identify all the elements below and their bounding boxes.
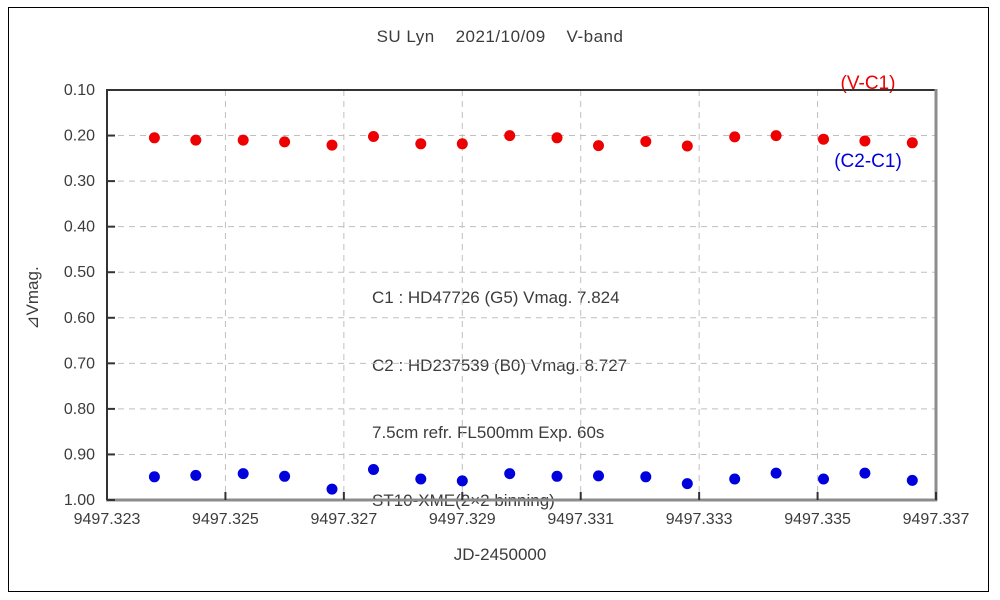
point-v-c1 bbox=[190, 134, 202, 146]
y-tick-label: 1.00 bbox=[64, 492, 95, 509]
point-c2-c1 bbox=[237, 468, 249, 480]
point-v-c1 bbox=[456, 138, 468, 150]
point-v-c1 bbox=[593, 140, 604, 152]
x-tick-label: 9497.335 bbox=[784, 511, 851, 528]
annotation-line: 7.5cm refr. FL500mm Exp. 60s bbox=[372, 423, 605, 442]
legend-item-v-c1: (V-C1) bbox=[840, 73, 896, 94]
y-tick-label: 0.60 bbox=[64, 310, 95, 327]
point-v-c1 bbox=[504, 130, 516, 142]
point-v-c1 bbox=[681, 140, 693, 152]
annotation-line: C2 : HD237539 (B0) Vmag. 8.727 bbox=[372, 355, 628, 375]
y-tick-label: 0.50 bbox=[64, 264, 95, 281]
point-v-c1 bbox=[279, 136, 291, 148]
point-c2-c1 bbox=[456, 475, 468, 487]
x-tick-label: 9497.325 bbox=[192, 511, 259, 528]
x-tick-label: 9497.327 bbox=[310, 511, 377, 528]
point-v-c1 bbox=[640, 136, 652, 147]
point-c2-c1 bbox=[859, 467, 871, 479]
x-tick-label: 9497.323 bbox=[74, 511, 141, 528]
x-tick-label: 9497.331 bbox=[547, 511, 614, 528]
y-tick-label: 0.70 bbox=[64, 355, 95, 372]
x-tick-label: 9497.329 bbox=[429, 511, 496, 528]
point-v-c1 bbox=[729, 131, 741, 143]
y-tick-label: 0.20 bbox=[64, 128, 95, 145]
point-c2-c1 bbox=[148, 471, 160, 483]
point-c2-c1 bbox=[551, 470, 563, 482]
point-c2-c1 bbox=[415, 473, 427, 485]
y-tick-label: 0.90 bbox=[64, 446, 95, 463]
point-v-c1 bbox=[237, 134, 249, 146]
x-axis-label: JD-2450000 bbox=[453, 545, 547, 564]
point-c2-c1 bbox=[593, 470, 604, 482]
point-c2-c1 bbox=[326, 483, 338, 495]
point-v-c1 bbox=[770, 130, 782, 142]
point-v-c1 bbox=[368, 131, 379, 142]
y-tick-label: 0.10 bbox=[64, 82, 95, 99]
point-v-c1 bbox=[148, 132, 160, 144]
chart-title: SU Lyn 2021/10/09 V-band bbox=[376, 27, 624, 46]
point-v-c1 bbox=[326, 139, 338, 151]
annotation-line: C1 : HD47726 (G5) Vmag. 7.824 bbox=[372, 288, 620, 307]
point-c2-c1 bbox=[504, 468, 516, 480]
point-v-c1 bbox=[551, 132, 563, 144]
point-c2-c1 bbox=[906, 474, 918, 486]
point-c2-c1 bbox=[368, 464, 379, 475]
chart-legend: (V-C1) (C2-C1) bbox=[806, 19, 930, 227]
point-c2-c1 bbox=[640, 471, 652, 483]
point-v-c1 bbox=[906, 137, 918, 149]
point-v-c1 bbox=[818, 133, 829, 145]
y-tick-label: 0.30 bbox=[64, 173, 95, 190]
point-v-c1 bbox=[859, 135, 871, 147]
point-c2-c1 bbox=[681, 478, 693, 490]
point-c2-c1 bbox=[729, 473, 741, 485]
y-tick-label: 0.80 bbox=[64, 401, 95, 418]
point-c2-c1 bbox=[770, 467, 782, 479]
legend-item-c2-c1: (C2-C1) bbox=[834, 151, 902, 172]
x-tick-label: 9497.337 bbox=[903, 511, 970, 528]
point-c2-c1 bbox=[818, 473, 829, 485]
point-c2-c1 bbox=[190, 469, 202, 481]
y-tick-label: 0.40 bbox=[64, 219, 95, 236]
point-c2-c1 bbox=[279, 470, 291, 482]
x-tick-label: 9497.333 bbox=[666, 511, 733, 528]
point-v-c1 bbox=[415, 138, 427, 150]
